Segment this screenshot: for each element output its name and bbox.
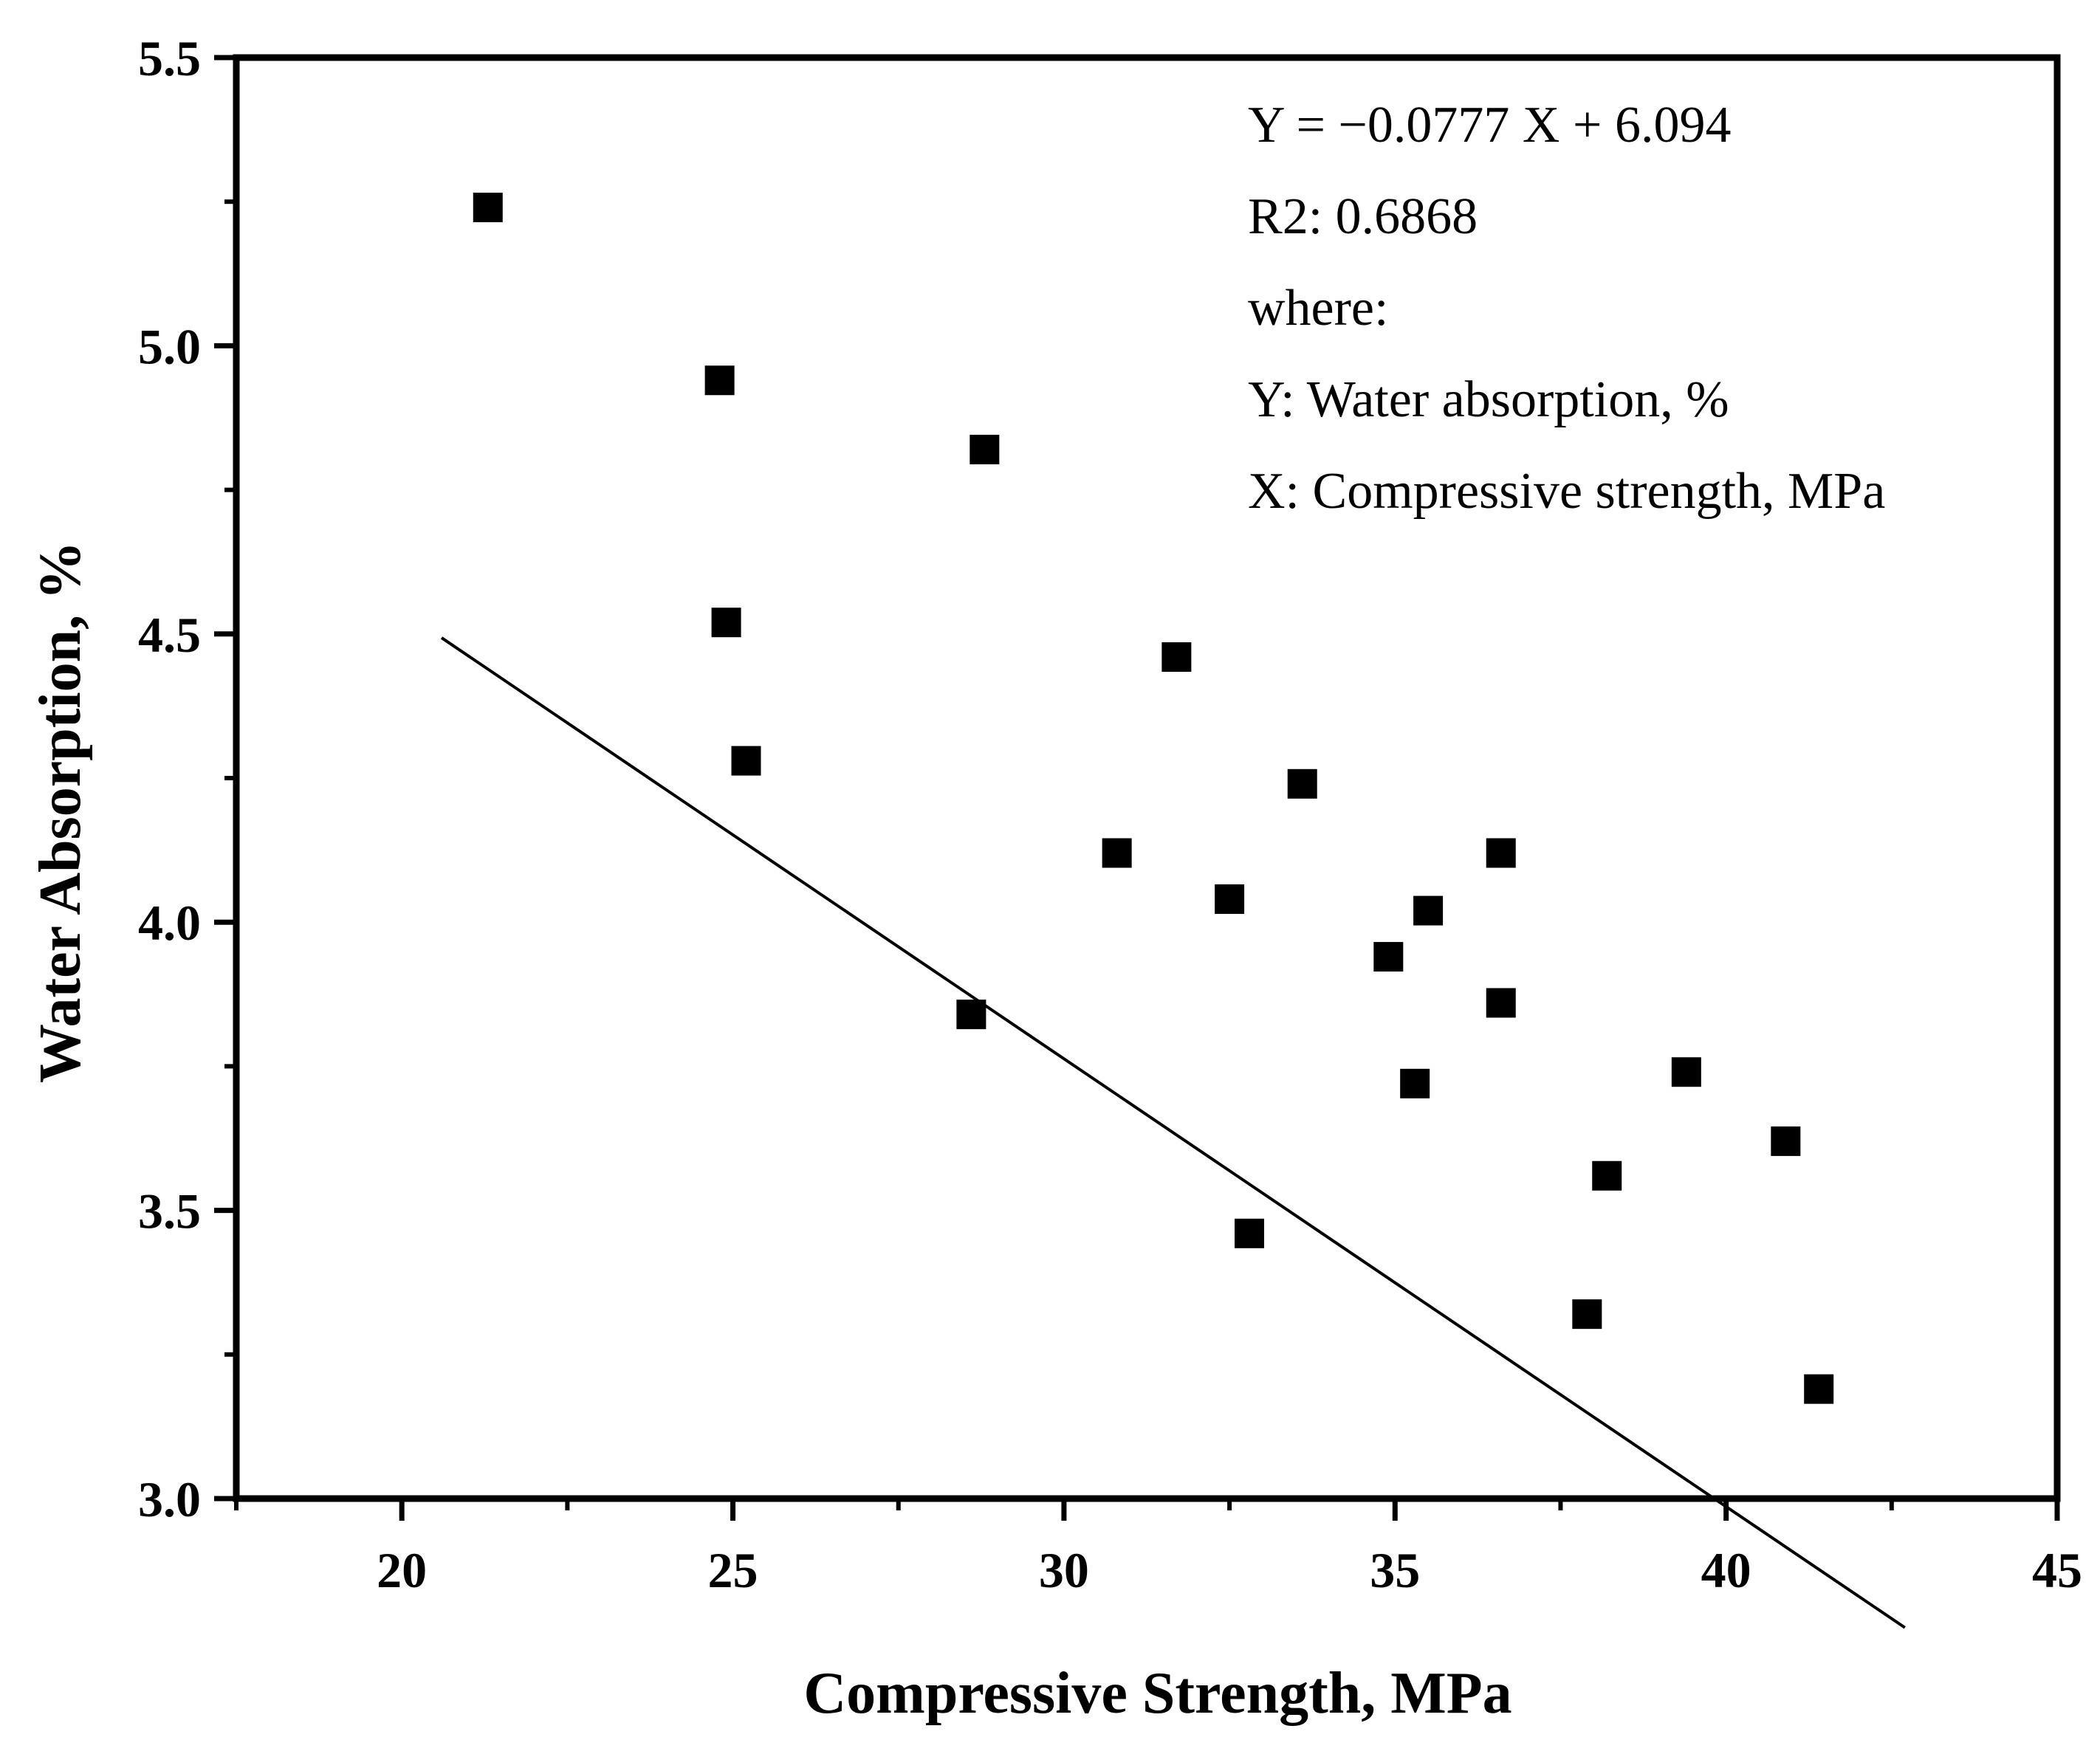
data-point xyxy=(1572,1299,1602,1330)
y-tick-label: 3.0 xyxy=(138,1471,201,1527)
data-point xyxy=(1486,838,1516,868)
data-point xyxy=(1373,942,1404,972)
fit-line-group xyxy=(440,636,1906,1629)
fit-line xyxy=(440,636,1906,1629)
y-tick-label: 3.5 xyxy=(138,1183,201,1239)
x-tick-label: 25 xyxy=(708,1542,758,1598)
annotation-line: R2: 0.6868 xyxy=(1248,188,1478,245)
data-point xyxy=(1102,838,1132,868)
axes: 20 25 30 35 40 45 3.0 3.5 4.0 4.5 5.0 5.5 xyxy=(138,30,2082,1598)
data-point xyxy=(956,1000,986,1030)
data-point xyxy=(1400,1068,1430,1098)
data-point xyxy=(1771,1126,1801,1156)
x-tick-label: 35 xyxy=(1370,1542,1420,1598)
y-tick-label: 5.5 xyxy=(138,30,201,86)
x-tick-label: 20 xyxy=(377,1542,427,1598)
data-point xyxy=(1287,768,1317,799)
data-point xyxy=(1161,642,1192,673)
data-point xyxy=(1671,1057,1701,1087)
data-point xyxy=(1413,895,1444,926)
equation-annotation: Y = −0.0777 X + 6.094 R2: 0.6868 where: Y: … xyxy=(1248,97,1885,520)
y-tick-label: 4.5 xyxy=(138,607,201,663)
annotation-line: where: xyxy=(1248,280,1388,337)
data-point xyxy=(731,746,761,776)
y-axis-title: Water Absorption, % xyxy=(28,541,93,1083)
y-tick-label: 5.0 xyxy=(138,318,201,374)
data-point xyxy=(1592,1160,1622,1191)
data-point xyxy=(1804,1374,1834,1404)
data-point xyxy=(1234,1218,1264,1248)
data-point xyxy=(970,434,1000,464)
data-point xyxy=(704,365,735,396)
plot-frame xyxy=(233,54,2061,1502)
data-points xyxy=(473,193,1834,1404)
annotation-line: X: Compressive strength, MPa xyxy=(1248,463,1885,520)
y-tick-label: 4.0 xyxy=(138,895,201,951)
data-point xyxy=(711,608,741,638)
x-tick-label: 40 xyxy=(1701,1542,1751,1598)
x-tick-label: 30 xyxy=(1039,1542,1089,1598)
x-axis-title: Compressive Strength, MPa xyxy=(803,1661,1511,1726)
annotation-line: Y = −0.0777 X + 6.094 xyxy=(1248,97,1731,154)
data-point xyxy=(473,193,503,223)
data-point xyxy=(1486,988,1516,1018)
data-point xyxy=(1215,884,1245,914)
x-tick-label: 45 xyxy=(2032,1542,2082,1598)
annotation-line: Y: Water absorption, % xyxy=(1248,371,1729,428)
